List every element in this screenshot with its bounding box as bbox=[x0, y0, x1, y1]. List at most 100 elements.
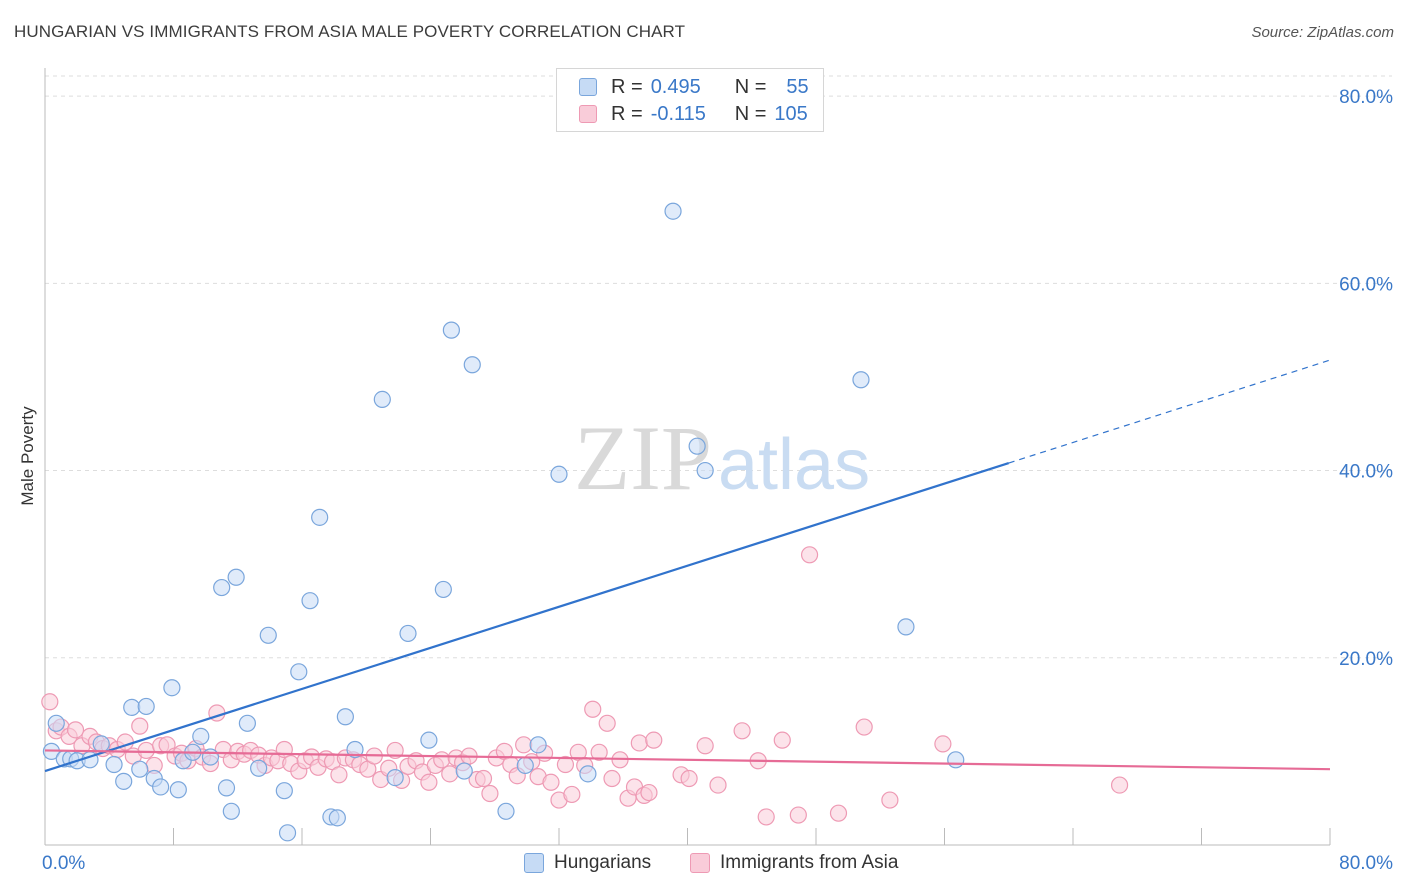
data-point-immigrants bbox=[441, 765, 459, 783]
data-point-hungarians bbox=[301, 592, 319, 610]
data-point-immigrants bbox=[773, 731, 791, 749]
data-point-hungarians bbox=[579, 765, 597, 783]
data-point-hungarians bbox=[217, 779, 236, 797]
data-point-hungarians bbox=[290, 663, 308, 681]
data-point-immigrants bbox=[41, 693, 59, 711]
y-tick-label: 40.0% bbox=[1339, 462, 1393, 483]
legend-label-immigrants: Immigrants from Asia bbox=[720, 852, 899, 873]
gridlines bbox=[45, 75, 1392, 659]
trend-lines bbox=[44, 359, 1331, 773]
data-point-immigrants bbox=[645, 731, 663, 749]
data-point-hungarians bbox=[897, 618, 915, 636]
data-point-hungarians bbox=[47, 714, 65, 732]
data-point-immigrants bbox=[137, 741, 155, 760]
data-point-hungarians bbox=[497, 802, 515, 820]
data-point-hungarians bbox=[696, 461, 714, 480]
data-point-immigrants bbox=[829, 804, 848, 822]
data-point-hungarians bbox=[328, 809, 346, 827]
data-point-immigrants bbox=[757, 808, 775, 826]
data-point-immigrants bbox=[563, 785, 581, 804]
data-point-hungarians bbox=[386, 768, 404, 787]
data-point-immigrants bbox=[709, 776, 727, 794]
watermark-zip: ZIP bbox=[574, 407, 712, 509]
y-tick-label: 60.0% bbox=[1339, 274, 1393, 295]
data-point-immigrants bbox=[800, 546, 819, 564]
data-point-immigrants bbox=[640, 783, 658, 802]
data-point-immigrants bbox=[542, 773, 560, 791]
data-point-hungarians bbox=[192, 727, 210, 746]
trend-line-hungarians bbox=[44, 462, 1010, 773]
data-point-immigrants bbox=[680, 769, 698, 788]
data-point-immigrants bbox=[733, 722, 751, 740]
data-point-immigrants bbox=[855, 718, 873, 736]
data-point-immigrants bbox=[934, 735, 952, 753]
data-point-hungarians bbox=[152, 778, 170, 796]
data-point-hungarians bbox=[463, 356, 481, 374]
axes bbox=[44, 68, 1331, 846]
data-point-immigrants bbox=[474, 769, 493, 788]
data-point-hungarians bbox=[852, 371, 870, 389]
data-point-hungarians bbox=[442, 321, 460, 339]
data-point-hungarians bbox=[137, 697, 155, 716]
data-point-hungarians bbox=[434, 580, 452, 599]
data-point-hungarians bbox=[336, 708, 354, 726]
legend-label-hungarians: Hungarians bbox=[554, 852, 652, 873]
legend-n-label: N = bbox=[734, 75, 767, 98]
y-axis-label: Male Poverty bbox=[18, 406, 37, 506]
trend-line-hungarians-extension bbox=[1008, 359, 1331, 464]
data-point-hungarians bbox=[947, 751, 965, 769]
data-point-immigrants bbox=[330, 766, 348, 784]
correlation-legend: R = 0.495 N = 55 R = -0.115 N = 105 bbox=[556, 68, 824, 132]
data-point-hungarians bbox=[213, 578, 231, 597]
data-point-immigrants bbox=[630, 734, 648, 752]
data-point-hungarians bbox=[227, 568, 245, 586]
legend-n-label: N = bbox=[734, 102, 767, 125]
legend-row-hungarians: R = 0.495 N = 55 bbox=[579, 73, 809, 101]
data-point-hungarians bbox=[201, 748, 220, 766]
data-point-hungarians bbox=[275, 782, 293, 800]
bottom-legend-immigrants: Immigrants from Asia bbox=[690, 852, 898, 874]
legend-r-label: R = bbox=[611, 102, 643, 125]
data-point-immigrants bbox=[66, 721, 85, 739]
data-point-hungarians bbox=[123, 698, 141, 716]
series-immigrants-from-asia bbox=[41, 546, 1129, 826]
data-point-hungarians bbox=[92, 735, 110, 753]
data-point-immigrants bbox=[598, 714, 616, 732]
data-point-immigrants bbox=[515, 736, 533, 754]
legend-r-value: 0.495 bbox=[650, 75, 701, 98]
data-point-immigrants bbox=[590, 743, 608, 761]
data-point-immigrants bbox=[584, 700, 602, 718]
data-point-immigrants bbox=[131, 717, 149, 735]
data-point-immigrants bbox=[420, 773, 438, 791]
data-point-immigrants bbox=[481, 784, 499, 803]
legend-r-label: R = bbox=[611, 75, 643, 98]
data-point-hungarians bbox=[455, 762, 473, 780]
legend-n-value: 55 bbox=[786, 75, 809, 98]
data-point-immigrants bbox=[603, 769, 621, 788]
data-point-immigrants bbox=[696, 737, 714, 755]
data-point-immigrants bbox=[1110, 776, 1129, 794]
data-point-hungarians bbox=[529, 736, 547, 754]
data-point-hungarians bbox=[163, 679, 181, 697]
tick-labels: 20.0% 40.0% 60.0% 80.0% 0.0% 80.0% bbox=[42, 87, 1393, 874]
data-point-hungarians bbox=[346, 740, 364, 759]
data-point-immigrants bbox=[556, 755, 575, 774]
data-point-hungarians bbox=[420, 731, 438, 749]
legend-swatch-pink bbox=[690, 853, 710, 873]
watermark-atlas: atlas bbox=[718, 425, 870, 505]
x-tick-label: 0.0% bbox=[42, 853, 85, 874]
data-point-immigrants bbox=[433, 751, 451, 769]
x-tick-label: 80.0% bbox=[1339, 853, 1393, 874]
data-point-hungarians bbox=[115, 772, 133, 790]
data-point-hungarians bbox=[399, 624, 417, 643]
data-point-hungarians bbox=[259, 626, 277, 644]
y-tick-label: 80.0% bbox=[1339, 87, 1393, 108]
bottom-legend-hungarians: Hungarians bbox=[524, 852, 651, 874]
data-point-hungarians bbox=[105, 755, 123, 774]
data-point-hungarians bbox=[131, 760, 149, 778]
legend-r-value: -0.115 bbox=[650, 102, 706, 125]
data-point-immigrants bbox=[789, 806, 807, 824]
data-point-hungarians bbox=[278, 824, 297, 842]
data-point-hungarians bbox=[664, 202, 682, 220]
legend-swatch-blue bbox=[579, 78, 597, 96]
